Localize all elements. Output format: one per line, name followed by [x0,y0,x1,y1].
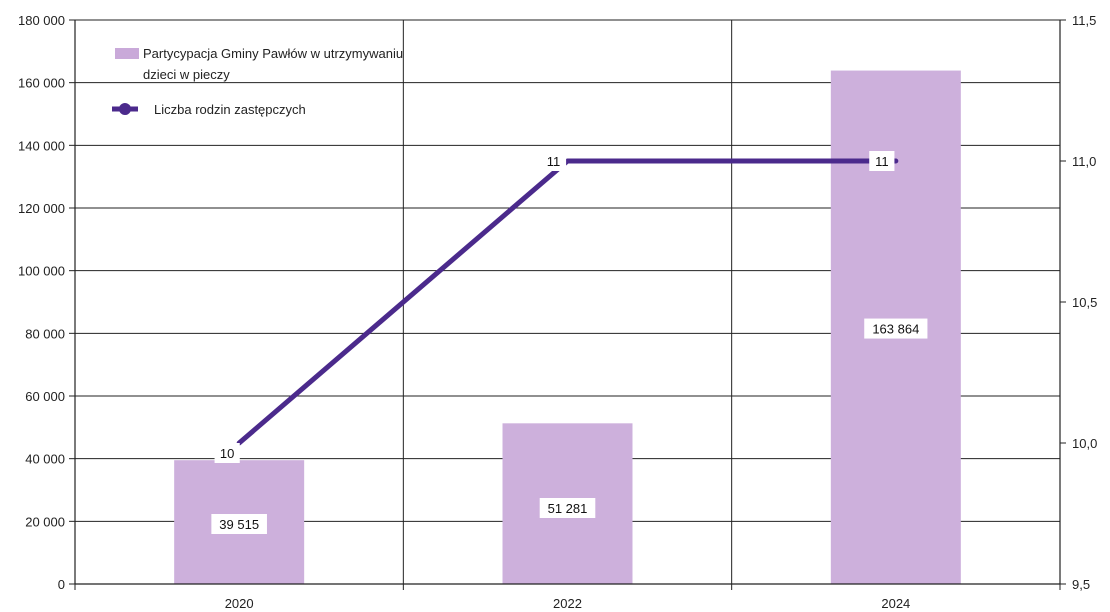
bar-data-label: 163 864 [864,318,928,339]
y-left-tick-label: 20 000 [25,514,65,529]
line-data-label-bg [540,151,567,171]
line-data-label: 11 [540,151,567,171]
line-data-label: 10 [214,443,240,463]
bar-data-label-text: 51 281 [548,501,588,516]
legend-line-marker [119,103,131,115]
legend-bar-label-line1: Partycypacja Gminy Pawłów w utrzymywaniu [143,46,403,61]
line-series [236,158,899,446]
series-line [236,158,899,446]
legend-bar-label-line2: dzieci w pieczy [143,67,230,82]
y-left-tick-label: 120 000 [18,201,65,216]
x-tick-label: 2024 [881,596,910,611]
x-tick-label: 2022 [553,596,582,611]
y-right-tick-label: 9,5 [1072,577,1090,592]
bar-data-label-text: 39 515 [219,517,259,532]
y-left-tick-label: 80 000 [25,326,65,341]
bar-data-label-bg [211,514,267,534]
data-labels: 10 11 11 39 515 51 281 163 864 [211,151,928,534]
y-right-tick-label: 10,5 [1072,295,1097,310]
y-right-tick-label: 11,5 [1072,13,1096,28]
legend-line-label: Liczba rodzin zastępczych [154,102,306,117]
y-left-tick-label: 160 000 [18,76,65,91]
y-right-tick-label: 11,0 [1072,154,1096,169]
bar-data-label: 51 281 [539,498,596,518]
bar-data-label-bg [539,498,596,518]
y-left-tick-label: 140 000 [18,138,65,153]
y-left-tick-label: 60 000 [25,389,65,404]
legend: Partycypacja Gminy Pawłów w utrzymywaniu… [112,46,403,117]
y-left-tick-label: 180 000 [18,13,65,28]
axes: 0 20 000 40 000 60 000 80 000 100 000 120 000 1… [18,13,1097,611]
y-right-tick-label: 10,0 [1072,436,1097,451]
bar-data-label-bg [864,318,928,339]
line-data-label-bg [869,151,895,171]
line-data-label-text: 10 [220,446,234,461]
x-tick-label: 2020 [225,596,254,611]
y-left-tick-label: 100 000 [18,264,65,279]
legend-bar-swatch [115,48,139,59]
bar-data-label: 39 515 [211,514,267,534]
line-data-label-text: 11 [875,154,889,169]
line-data-label-text: 11 [547,154,561,169]
line-data-label-bg [214,443,240,463]
line-data-label: 11 [869,151,895,171]
y-left-tick-label: 40 000 [25,452,65,467]
y-left-tick-label: 0 [58,577,65,592]
bar-data-label-text: 163 864 [872,322,919,337]
